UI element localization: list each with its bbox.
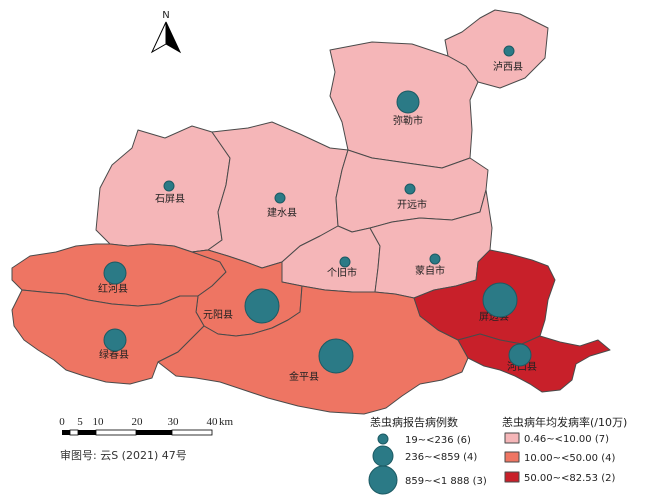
label-gejiu: 个旧市 [327, 266, 357, 279]
scale-unit: km [219, 416, 234, 428]
label-mile: 弥勒市 [393, 114, 423, 127]
label-jinping: 金平县 [289, 370, 319, 383]
rate-legend-swatch-mid [504, 451, 520, 463]
scale-segment-3 [78, 430, 96, 435]
north-label: N [162, 10, 169, 21]
region-jinping [157, 285, 469, 415]
scale-segment-4 [95, 429, 137, 436]
north-arrow-left-half [150, 21, 167, 54]
north-arrow: N [150, 10, 182, 54]
case-legend-symbol-medium [372, 445, 394, 467]
scale-segment-6 [171, 429, 213, 436]
bubble-jinping [318, 338, 354, 374]
bubble-kaiyuan [404, 183, 416, 195]
scale-tick-20: 20 [132, 416, 144, 428]
bubble-pingbian [482, 282, 518, 318]
bubble-honghe [103, 261, 127, 285]
scale-tick-5: 5 [77, 416, 83, 428]
scale-tick-40: 40 [207, 416, 219, 428]
rate-legend-title: 恙虫病年均发病率(/10万) [502, 415, 627, 429]
case-legend-symbol-large [368, 465, 398, 495]
bubble-hekou [508, 343, 532, 367]
region-shiping [95, 125, 231, 253]
bubble-mengzi [429, 253, 441, 265]
case-count-legend: 恙虫病报告病例数 19~<236 (6) 236~<859 (4) 859~<1… [368, 415, 487, 495]
label-mengzi: 蒙自市 [415, 264, 445, 277]
label-lvchun: 绿春县 [99, 348, 129, 361]
label-kaiyuan: 开远市 [397, 198, 427, 211]
scale-segment-1 [62, 430, 70, 435]
case-legend-symbol-small [377, 433, 389, 445]
label-honghe: 红河县 [98, 282, 128, 295]
rate-legend-swatch-low [504, 432, 520, 444]
review-number: 审图号: 云S (2021) 47号 [60, 448, 187, 462]
scale-segment-2 [69, 429, 79, 436]
bubble-shiping [163, 180, 175, 192]
case-legend-label-small: 19~<236 (6) [405, 435, 471, 446]
rate-legend-swatch-high [504, 471, 520, 483]
bubble-jianshui [274, 192, 286, 204]
rate-legend-label-low: 0.46~<10.00 (7) [524, 434, 609, 445]
case-legend-title: 恙虫病报告病例数 [370, 415, 458, 429]
north-arrow-right-half [165, 21, 182, 54]
scale-segment-5 [136, 430, 172, 435]
bubble-mile [396, 90, 420, 114]
bubble-lvchun [103, 328, 127, 352]
case-legend-label-large: 859~<1 888 (3) [405, 476, 487, 487]
scale-tick-30: 30 [168, 416, 180, 428]
bubble-gejiu [339, 256, 351, 268]
scale-bar: 0 5 10 20 30 40 km [59, 416, 234, 436]
rate-legend-label-mid: 10.00~<50.00 (4) [524, 453, 615, 464]
label-shiping: 石屏县 [155, 193, 185, 205]
region-hekou [457, 333, 611, 393]
scale-tick-0: 0 [59, 416, 65, 428]
label-jianshui: 建水县 [267, 206, 297, 219]
bubble-luxi [503, 45, 515, 57]
label-luxi: 泸西县 [493, 61, 523, 73]
bubble-yuanyang [244, 288, 280, 324]
incidence-rate-legend: 恙虫病年均发病率(/10万) 0.46~<10.00 (7) 10.00~<50… [502, 415, 627, 484]
scale-tick-10: 10 [93, 416, 105, 428]
rate-legend-label-high: 50.00~<82.53 (2) [524, 473, 615, 484]
case-legend-label-medium: 236~<859 (4) [405, 452, 477, 463]
label-yuanyang: 元阳县 [203, 309, 233, 321]
